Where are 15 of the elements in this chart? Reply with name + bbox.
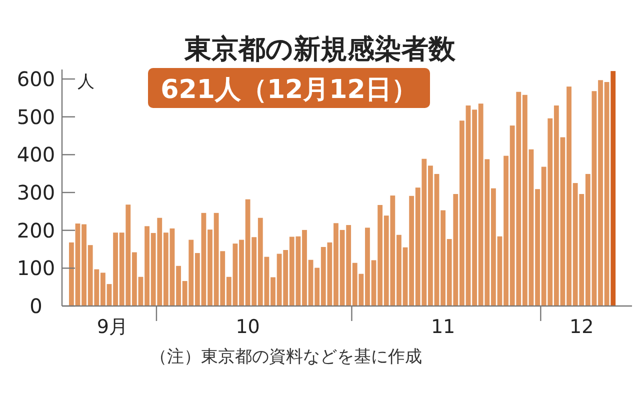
chart-title: 東京都の新規感染者数 — [184, 34, 456, 65]
y-tick-label: 600 — [16, 67, 56, 91]
y-tick-label: 400 — [16, 142, 56, 167]
text: （注）東京都の資料などを基に作成 — [150, 347, 422, 367]
y-tick-label: 500 — [16, 104, 56, 129]
y-tick-label: 100 — [16, 256, 56, 280]
y-tick-label: 300 — [16, 180, 56, 204]
x-tick-label: 12 — [570, 316, 594, 338]
x-tick-label: 9月 — [96, 316, 128, 338]
x-tick-label: 10 — [236, 316, 260, 338]
x-tick-label: 11 — [430, 316, 456, 338]
chart-subtitle: 621人（12月12日） — [160, 75, 418, 105]
y-axis-title: 人 — [78, 72, 94, 92]
y-tick-label: 200 — [16, 218, 56, 242]
y-tick-label: 0 — [30, 294, 42, 318]
